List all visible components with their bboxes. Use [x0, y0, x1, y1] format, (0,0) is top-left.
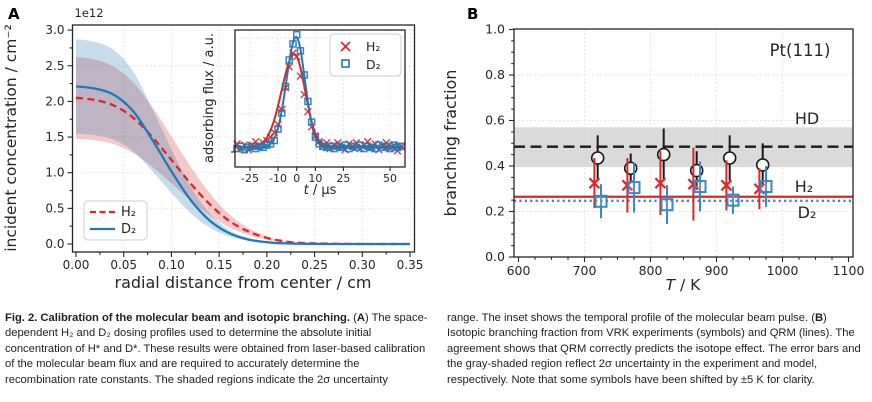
d2-line-label: D₂: [798, 203, 817, 222]
tick-label: 25: [336, 172, 350, 185]
tick-label: 0.30: [349, 258, 376, 272]
tick-label: 0.25: [301, 258, 328, 272]
tick-label: 0.15: [206, 258, 233, 272]
inset-scatter-D₂: [233, 30, 406, 154]
data-series-D₂: [594, 161, 773, 224]
caption-segment: (: [811, 312, 815, 324]
panel-a-ticks: [67, 29, 411, 257]
tick-label: 0.05: [110, 258, 137, 272]
x-axis-label: T / K: [666, 276, 702, 294]
uncertainty-band-H₂: [76, 56, 410, 245]
tick-label: 0.00: [63, 258, 90, 272]
tick-label: 0: [293, 172, 300, 185]
tick-label: 1.0: [45, 166, 64, 180]
tick-label: 3.0: [45, 23, 64, 37]
inset-legend-label-d2: D₂: [366, 57, 381, 72]
d2-data-marker: [726, 193, 740, 207]
d2-data-marker: [627, 181, 641, 195]
tick-label: 1.5: [45, 130, 64, 144]
hd-line-label: HD: [795, 109, 819, 128]
tick-label: 0.0: [485, 249, 505, 264]
d2-data-marker: [660, 198, 674, 212]
tick-label: -10: [269, 172, 287, 185]
caption-segment: ) Isotopic branching fraction from VRK e…: [447, 312, 861, 386]
panel-a-inset: -25 -10 0 10 25 50 t / μs adsorbing flux / a.u.…: [202, 29, 406, 198]
legend-label-h2: H₂: [121, 205, 136, 220]
tick-label: 0.8: [485, 67, 505, 82]
caption-segment: Fig. 2. Calibration of the molecular bea…: [5, 312, 350, 324]
tick-label: 900: [705, 263, 729, 278]
tick-label: -25: [241, 172, 259, 185]
h2-data-marker: [588, 177, 601, 189]
tick-label: 600: [507, 263, 531, 278]
y-axis-label: branching fraction: [441, 70, 460, 217]
caption-segment: ) The space-dependent H₂ and D₂ dosing p…: [5, 312, 428, 386]
tick-label: 0.6: [485, 113, 505, 128]
caption-right-column: range. The inset shows the temporal prof…: [447, 311, 868, 388]
inset-x-axis-label: t / μs: [304, 183, 337, 198]
panel-a-beam-profile-chart: 0.00 0.05 0.10 0.15 0.20 0.25 0.30 0.35 0.0 0.5 1.…: [2, 6, 424, 292]
tick-label: 800: [639, 263, 663, 278]
uncertainty-band-D₂: [76, 39, 410, 245]
caption-left-column: Fig. 2. Calibration of the molecular bea…: [5, 311, 429, 388]
profile-curve-D₂: [75, 85, 410, 246]
tick-label: 1.0: [485, 22, 505, 37]
panel-a-legend: H₂ D₂: [83, 200, 148, 241]
tick-label: 1000: [767, 263, 799, 278]
panel-a-label: A: [8, 5, 20, 23]
tick-label: 50: [383, 172, 397, 185]
d2-data-marker: [693, 180, 707, 193]
h2-data-marker: [720, 179, 733, 192]
tick-label: 0.2: [485, 204, 505, 219]
x-axis-label: radial distance from center / cm: [115, 273, 372, 292]
caption-segment: B: [814, 312, 824, 324]
tick-label: 0.0: [45, 237, 64, 251]
surface-annotation: Pt(111): [770, 41, 831, 60]
h2-line-label: H₂: [795, 177, 813, 196]
tick-label: 0.35: [397, 258, 424, 272]
tick-label: 10: [308, 172, 322, 185]
inset-legend-label-h2: H₂: [366, 39, 380, 54]
tick-label: 0.4: [485, 158, 505, 173]
h2-data-marker: [654, 177, 667, 189]
tick-label: 0.20: [254, 258, 281, 272]
axis-offset-label: 1e12: [75, 6, 104, 20]
caption-segment: range. The inset shows the temporal prof…: [447, 312, 812, 324]
panel-b-label: B: [467, 5, 479, 23]
panel-b-branching-chart: 600 700 800 900 1000 1100 0.0 0.2 0.4 0.6 0.8 1.0 T …: [441, 22, 865, 295]
tick-label: 0.10: [158, 258, 185, 272]
tick-label: 700: [573, 263, 597, 278]
d2-data-marker: [594, 194, 608, 208]
data-series-H₂: [588, 147, 766, 221]
caption-segment: A: [356, 312, 365, 324]
inset-y-axis-label: adsorbing flux / a.u.: [202, 33, 217, 163]
tick-label: 2.5: [45, 59, 64, 73]
legend-label-d2: D₂: [121, 222, 136, 237]
y-axis-label: incident concentration / cm⁻²: [2, 24, 20, 252]
tick-label: 0.5: [45, 201, 64, 215]
d2-data-marker: [759, 180, 773, 193]
tick-label: 2.0: [45, 94, 64, 108]
panel-a-series: [75, 39, 410, 246]
panel-b-ticks: [509, 28, 850, 262]
caption-segment: (: [350, 312, 357, 324]
tick-label: 1100: [833, 263, 865, 278]
